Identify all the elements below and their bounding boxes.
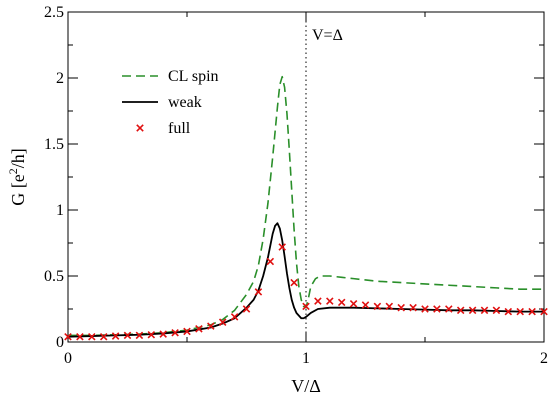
data-point-full: [409, 303, 417, 312]
data-point-full: [480, 306, 489, 315]
data-point-full: [195, 325, 203, 333]
data-point-full: [254, 288, 263, 296]
legend-label-full: full: [168, 120, 191, 137]
series-layer: [64, 75, 548, 341]
x-tick-label: 0: [64, 350, 72, 367]
x-tick-label: 2: [540, 350, 548, 367]
y-tick-label: 1.5: [44, 136, 64, 153]
x-tick-label: 1: [302, 350, 310, 367]
data-point-full: [516, 307, 524, 316]
data-point-full: [456, 306, 465, 315]
v-equals-delta-label: V=Δ: [312, 27, 343, 44]
data-point-full: [540, 307, 548, 316]
data-point-full: [361, 301, 370, 309]
data-point-full: [99, 332, 108, 341]
y-tick-label: 1: [56, 202, 64, 219]
data-point-full: [64, 332, 72, 341]
data-point-full: [373, 302, 382, 311]
data-point-full: [76, 332, 84, 341]
data-point-full: [123, 331, 132, 340]
data-point-full: [504, 307, 513, 316]
y-tick-label: 2: [56, 70, 64, 87]
y-tick-label: 0: [56, 334, 64, 351]
data-point-full: [445, 305, 453, 313]
legend: CL spin weak full: [122, 68, 219, 137]
y-axis-label-sup: 2: [6, 168, 20, 174]
series-line-weak: [67, 222, 544, 338]
data-point-full: [337, 298, 346, 307]
y-tick-label: 0.5: [44, 268, 64, 285]
y-axis-label-main: G [e: [8, 174, 28, 205]
data-point-full: [266, 257, 275, 266]
legend-label-cl-spin: CL spin: [168, 68, 219, 85]
data-point-full: [88, 332, 96, 341]
data-point-full: [397, 303, 405, 312]
data-point-full: [468, 306, 477, 315]
y-axis-ticks: 0 0.5 1 1.5 2 2.5: [44, 4, 544, 351]
data-point-full: [278, 243, 286, 251]
y-axis-label-tail: /h]: [8, 148, 28, 168]
data-point-full: [290, 278, 298, 287]
data-point-full: [528, 307, 536, 316]
data-point-full: [349, 299, 358, 308]
data-point-full: [159, 330, 167, 338]
data-point-full: [302, 302, 310, 311]
legend-label-weak: weak: [168, 94, 202, 111]
x-axis-label: V/Δ: [291, 376, 321, 396]
legend-marker-full: [136, 124, 144, 132]
data-point-full: [492, 306, 501, 315]
data-point-full: [218, 318, 227, 326]
data-point-full: [421, 305, 429, 313]
data-point-full: [171, 328, 179, 337]
data-point-full: [111, 332, 120, 340]
series-line-cl-spin: [68, 75, 544, 337]
data-point-full: [385, 302, 394, 311]
data-point-full: [135, 331, 144, 340]
data-point-full: [326, 297, 334, 305]
y-tick-label: 2.5: [44, 4, 64, 21]
data-point-full: [183, 327, 191, 336]
data-point-full: [433, 305, 441, 313]
data-point-full: [147, 330, 156, 339]
data-point-full: [242, 305, 251, 313]
y-axis-label: G [e2/h]: [6, 148, 28, 205]
data-point-full: [207, 322, 215, 330]
data-point-full: [314, 297, 322, 305]
data-point-full: [230, 313, 239, 321]
